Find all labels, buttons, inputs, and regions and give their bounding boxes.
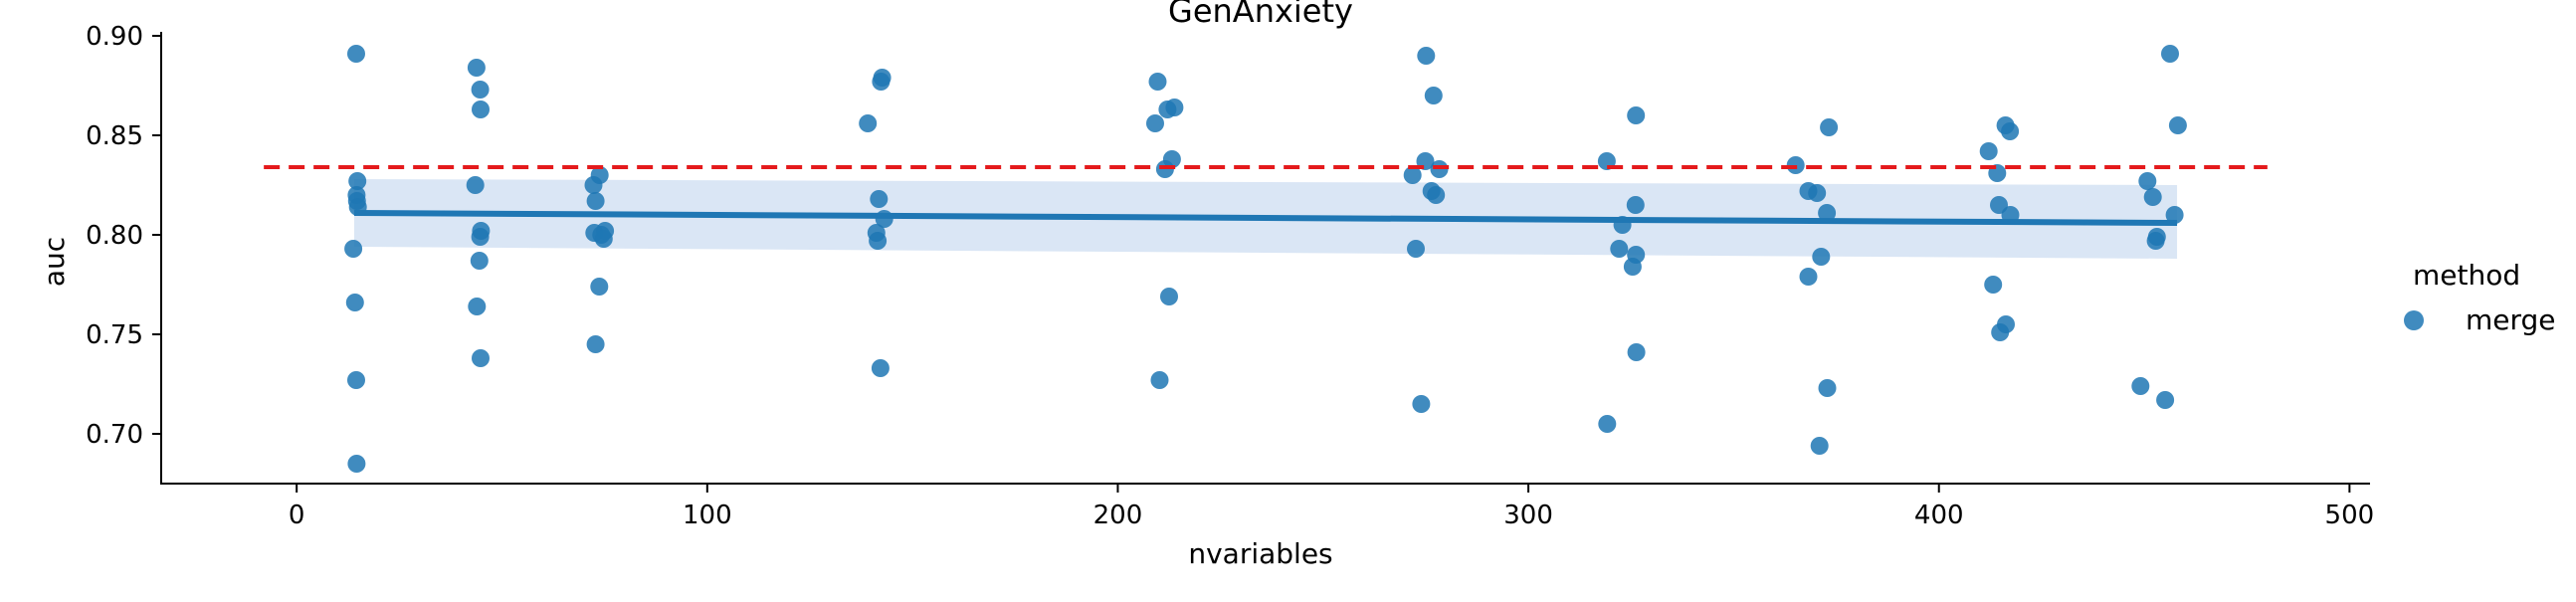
data-point (1991, 323, 2010, 341)
data-point (2156, 391, 2175, 409)
regression-line (353, 210, 2178, 226)
x-tick-label: 100 (683, 501, 732, 530)
data-point (1150, 371, 1169, 389)
data-point (2146, 232, 2165, 250)
data-point (1160, 288, 1178, 305)
data-point (590, 278, 609, 296)
data-point (869, 232, 888, 250)
data-point (1810, 437, 1829, 455)
data-point (1427, 186, 1446, 204)
data-point (586, 192, 605, 210)
data-point (471, 228, 490, 246)
legend-marker-merge (2404, 310, 2424, 330)
data-point (871, 359, 890, 377)
y-axis-label: auc (38, 237, 71, 287)
y-tick-label: 0.85 (86, 121, 143, 151)
data-point (470, 252, 489, 270)
x-tick-label: 500 (2325, 501, 2375, 530)
data-point (859, 114, 878, 132)
y-tick-label: 0.90 (86, 22, 143, 52)
data-point (1148, 73, 1167, 91)
data-point (1623, 258, 1642, 276)
x-tick-label: 0 (289, 501, 305, 530)
data-point (471, 81, 490, 99)
data-point (1984, 276, 2003, 294)
data-point (2143, 188, 2162, 206)
data-point (348, 172, 367, 190)
x-tick-label: 200 (1093, 501, 1143, 530)
data-point (2131, 377, 2150, 395)
data-point (1610, 240, 1629, 258)
data-point (467, 59, 486, 77)
data-point (594, 230, 613, 248)
data-point (1407, 240, 1425, 258)
data-point (2138, 172, 2157, 190)
data-point (2165, 206, 2184, 224)
data-point (466, 176, 485, 194)
data-point (1808, 184, 1827, 202)
data-point (1979, 142, 1998, 160)
data-point (1417, 47, 1436, 65)
data-point (2001, 122, 2020, 140)
legend: method merge (2404, 259, 2556, 336)
data-point (1812, 248, 1831, 266)
x-tick-label: 300 (1503, 501, 1553, 530)
data-point (1626, 196, 1645, 214)
plot-area: 0 100 200 300 400 500 0.70 0.75 0.80 0.85 0.90 (86, 22, 2374, 530)
data-point (1818, 379, 1837, 397)
data-point (347, 192, 366, 210)
data-point (1424, 87, 1443, 104)
data-point (1820, 118, 1839, 136)
data-point (1412, 395, 1431, 413)
data-point (344, 240, 363, 258)
data-point (468, 298, 487, 315)
data-point (1627, 106, 1646, 124)
y-tick-label: 0.80 (86, 221, 143, 251)
data-point (1146, 114, 1164, 132)
data-point (1403, 166, 1422, 184)
legend-title: method (2413, 259, 2520, 292)
data-point (2168, 116, 2187, 134)
data-point (472, 100, 490, 118)
y-tick-label: 0.75 (86, 320, 143, 350)
data-point (2161, 45, 2179, 63)
data-point (1598, 415, 1617, 433)
y-tick-label: 0.70 (86, 420, 143, 450)
data-point (872, 73, 891, 91)
data-point (347, 45, 365, 63)
data-point (1818, 204, 1837, 222)
data-point (870, 190, 889, 208)
data-point (472, 349, 490, 367)
data-point (345, 294, 364, 311)
data-point (347, 371, 365, 389)
x-axis-label: nvariables (1188, 537, 1332, 570)
data-point (586, 335, 605, 353)
chart-title: GenAnxiety (1168, 0, 1353, 30)
data-point (590, 166, 609, 184)
data-point (347, 455, 366, 473)
data-point (1627, 343, 1646, 361)
x-tick-label: 400 (1914, 501, 1964, 530)
legend-label-merge: merge (2466, 303, 2556, 336)
data-point (1799, 268, 1818, 286)
data-point (1165, 99, 1184, 116)
